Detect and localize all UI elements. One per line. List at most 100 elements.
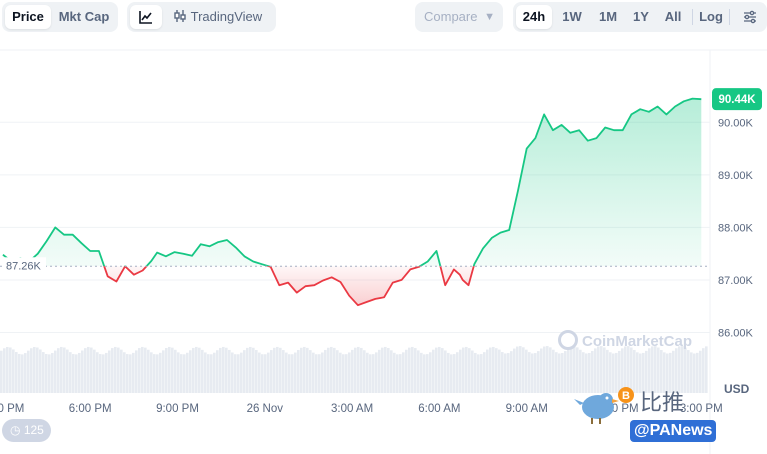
volume-bar (579, 349, 582, 393)
volume-bar (675, 348, 678, 393)
volume-bar (657, 347, 660, 393)
area-fill-down (2, 266, 702, 306)
volume-bar (354, 347, 357, 393)
view-toggle-group: Price Mkt Cap (2, 2, 118, 32)
volume-bar (147, 349, 150, 393)
watermark: CoinMarketCap (558, 330, 692, 350)
volume-bar (42, 352, 45, 393)
volume-bar (6, 346, 9, 393)
volume-bar (162, 350, 165, 393)
volume-bar (477, 354, 480, 393)
volume-bar (324, 349, 327, 393)
volume-bar (18, 353, 21, 393)
volume-bar (387, 347, 390, 393)
volume-bar (636, 352, 639, 393)
volume-bar (15, 352, 18, 393)
volume-bar (456, 352, 459, 393)
volume-bar (474, 352, 477, 393)
volume-bar (288, 354, 291, 393)
volume-bar (273, 347, 276, 393)
volume-bar (489, 347, 492, 393)
y-tick-label: 88.00K (718, 222, 754, 234)
volume-bar (582, 352, 585, 393)
volume-bar (321, 352, 324, 393)
volume-bar (225, 347, 228, 393)
reference-price-text: 87.26K (6, 260, 42, 272)
x-tick-label: 26 Nov (247, 403, 284, 415)
price-tab[interactable]: Price (5, 5, 51, 29)
volume-bar (57, 348, 60, 393)
volume-bar (279, 347, 282, 393)
volume-bar (597, 346, 600, 393)
volume-bar (117, 347, 120, 393)
volume-bar (3, 348, 6, 393)
volume-bar (531, 353, 534, 393)
volume-bar (438, 346, 441, 393)
price-chart[interactable]: 86.00K 87.00K 88.00K 89.00K 90.00K 3:00 PM 6:… (0, 34, 767, 454)
volume-bar (120, 349, 123, 393)
volume-bar (504, 353, 507, 393)
volume-bar (159, 352, 162, 393)
volume-bar (498, 349, 501, 393)
log-scale-button[interactable]: Log (699, 9, 723, 24)
volume-bar (663, 352, 666, 393)
volume-bar (294, 352, 297, 393)
volume-bar (624, 346, 627, 393)
volume-bar (330, 346, 333, 393)
volume-bar (567, 348, 570, 393)
volume-bar (108, 350, 111, 393)
range-24h-button[interactable]: 24h (516, 5, 552, 29)
volume-bar (660, 349, 663, 393)
tradingview-button[interactable]: TradingView (167, 5, 273, 29)
volume-bar (405, 349, 408, 393)
volume-bar (312, 352, 315, 393)
volume-bars (0, 346, 708, 393)
volume-bar (192, 347, 195, 393)
x-tick-label: 3:00 AM (331, 403, 373, 415)
volume-bar (435, 347, 438, 393)
volume-bar (216, 350, 219, 393)
volume-bar (654, 346, 657, 393)
volume-bar (84, 348, 87, 393)
line-chart-button[interactable] (130, 5, 162, 29)
compare-dropdown[interactable]: Compare ▼ (415, 2, 503, 32)
bird-logo-icon (574, 393, 619, 424)
volume-bar (384, 346, 387, 393)
volume-bar (339, 352, 342, 393)
range-1y-button[interactable]: 1Y (633, 9, 649, 24)
range-1w-button[interactable]: 1W (562, 9, 582, 24)
volume-bar (528, 352, 531, 393)
volume-bar (264, 354, 267, 393)
volume-bar (36, 347, 39, 393)
mkt-cap-tab[interactable]: Mkt Cap (58, 9, 110, 24)
volume-bar (81, 350, 84, 393)
volume-bar (174, 349, 177, 393)
volume-bar (546, 346, 549, 393)
settings-button[interactable] (737, 5, 763, 29)
volume-bar (516, 346, 519, 393)
volume-bar (360, 347, 363, 393)
volume-bar (153, 354, 156, 393)
range-1m-button[interactable]: 1M (598, 9, 618, 24)
volume-bar (600, 346, 603, 393)
volume-bar (186, 352, 189, 393)
volume-bar (267, 352, 270, 393)
volume-bar (618, 350, 621, 393)
volume-bar (609, 352, 612, 393)
volume-bar (282, 350, 285, 393)
volume-bar (87, 346, 90, 393)
volume-bar (690, 352, 693, 393)
volume-bar (612, 353, 615, 393)
volume-bar (441, 348, 444, 393)
views-badge[interactable]: ◷ 125 (2, 419, 51, 442)
volume-bar (588, 352, 591, 393)
volume-bar (345, 354, 348, 393)
range-all-button[interactable]: All (664, 9, 682, 24)
volume-bar (537, 351, 540, 393)
toolbar-divider (692, 9, 693, 25)
volume-bar (471, 350, 474, 393)
volume-bar (222, 346, 225, 393)
volume-bar (519, 346, 522, 393)
volume-bar (180, 354, 183, 393)
volume-bar (351, 349, 354, 393)
